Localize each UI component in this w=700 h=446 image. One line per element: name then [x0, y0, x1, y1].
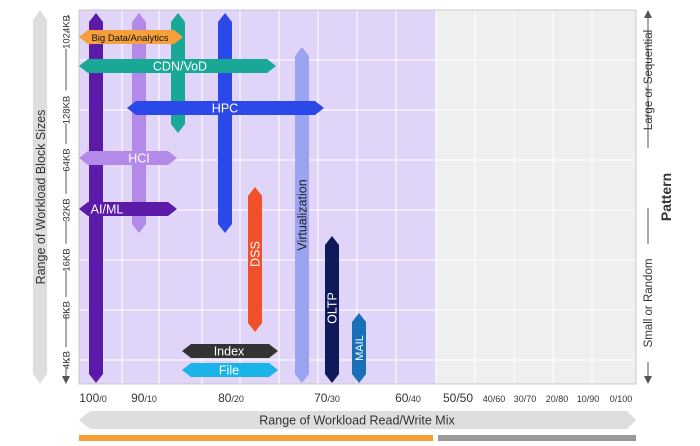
workload-vertical-range [132, 13, 146, 233]
x-tick-label: 60/40 [395, 391, 421, 405]
y-tick-text: 128KB [62, 96, 73, 125]
workload-label: Virtualization [296, 179, 310, 250]
workload-label: AI/ML [91, 203, 124, 217]
x-tick-labels: 100/0 90/10 80/20 70/30 60/40 50/50 40/60 30/70… [79, 391, 632, 405]
pattern-title: Pattern [658, 173, 674, 221]
y-tick-label: 64KB [58, 143, 73, 172]
orange-range-bar [79, 435, 433, 441]
x-tick-label: 0/100 [610, 394, 633, 404]
y-tick-label: 128KB [58, 90, 73, 125]
workload-shapes: Virtualization DSS OLTP MAIL Big Data/Analyt… [79, 13, 366, 383]
plot-frame [78, 9, 637, 385]
gray-range-bar [438, 435, 636, 441]
workload-label: CDN/VoD [153, 60, 207, 74]
y-tick-text: 1024KB [62, 15, 73, 49]
pattern-top-label: Large or Sequential [643, 30, 655, 130]
workload-label: DSS [249, 241, 263, 267]
y-tick-text: 4KB [62, 351, 73, 369]
workload-vertical-range [89, 13, 103, 383]
x-axis-band: Range of Workload Read/Write Mix [79, 411, 636, 429]
x-tick-label: 30/70 [514, 394, 537, 404]
workload-hci: HCI [79, 151, 177, 166]
x-tick-label: 40/60 [483, 394, 506, 404]
workload-label: HPC [212, 102, 238, 116]
workload-label: File [219, 364, 239, 378]
y-tick-label: 32KB [58, 193, 73, 222]
y-tick-label: 4KB [58, 347, 73, 369]
y-tick-label: 8KB [58, 297, 73, 319]
workload-label: Index [214, 345, 245, 359]
y-tick-text: 64KB [62, 148, 73, 171]
workload-index: Index [182, 344, 278, 359]
workload-file: File [182, 363, 278, 378]
y-tick-text: 8KB [62, 301, 73, 319]
y-tick-label: 16KB [58, 243, 73, 272]
x-tick-label: 20/80 [546, 394, 569, 404]
workload-label: Big Data/Analytics [91, 33, 168, 44]
workload-label: OLTP [326, 292, 340, 324]
workload-ai-ml: AI/ML [79, 202, 177, 217]
workload-dss: DSS [248, 187, 263, 332]
workload-cdn-vod: CDN/VoD [79, 59, 276, 74]
x-tick-label: 50/50 [443, 391, 473, 405]
x-tick-label: 90/10 [131, 391, 157, 405]
pattern-bottom-label: Small or Random [643, 259, 655, 348]
workload-mail: MAIL [352, 313, 366, 383]
y-tick-text: 16KB [62, 248, 73, 271]
y-axis-title: Range of Workload Block Sizes [34, 110, 48, 285]
y-axis-band: Range of Workload Block Sizes [33, 10, 48, 384]
x-tick-label: 70/30 [314, 391, 340, 405]
x-tick-label: 80/20 [218, 391, 244, 405]
workload-hpc: HPC [127, 101, 324, 116]
workload-label: MAIL [354, 335, 366, 361]
x-tick-label: 10/90 [577, 394, 600, 404]
workload-big-data-analytics: Big Data/Analytics [79, 30, 183, 44]
x-axis-title: Range of Workload Read/Write Mix [259, 414, 455, 428]
workload-label: HCI [128, 152, 150, 166]
x-tick-label: 100/0 [79, 391, 107, 405]
y-tick-label: 1024KB [58, 9, 73, 49]
workload-vertical-range [218, 13, 232, 233]
empty-region [436, 10, 636, 384]
workload-oltp: OLTP [325, 236, 340, 383]
pattern-axis: Large or Sequential Small or Random Patt… [641, 10, 674, 384]
workload-virtualization: Virtualization [295, 47, 310, 383]
y-tick-text: 32KB [62, 198, 73, 221]
y-tick-labels: 1024KB 128KB 64KB 32KB 16KB 8KB 4KB [58, 9, 73, 369]
